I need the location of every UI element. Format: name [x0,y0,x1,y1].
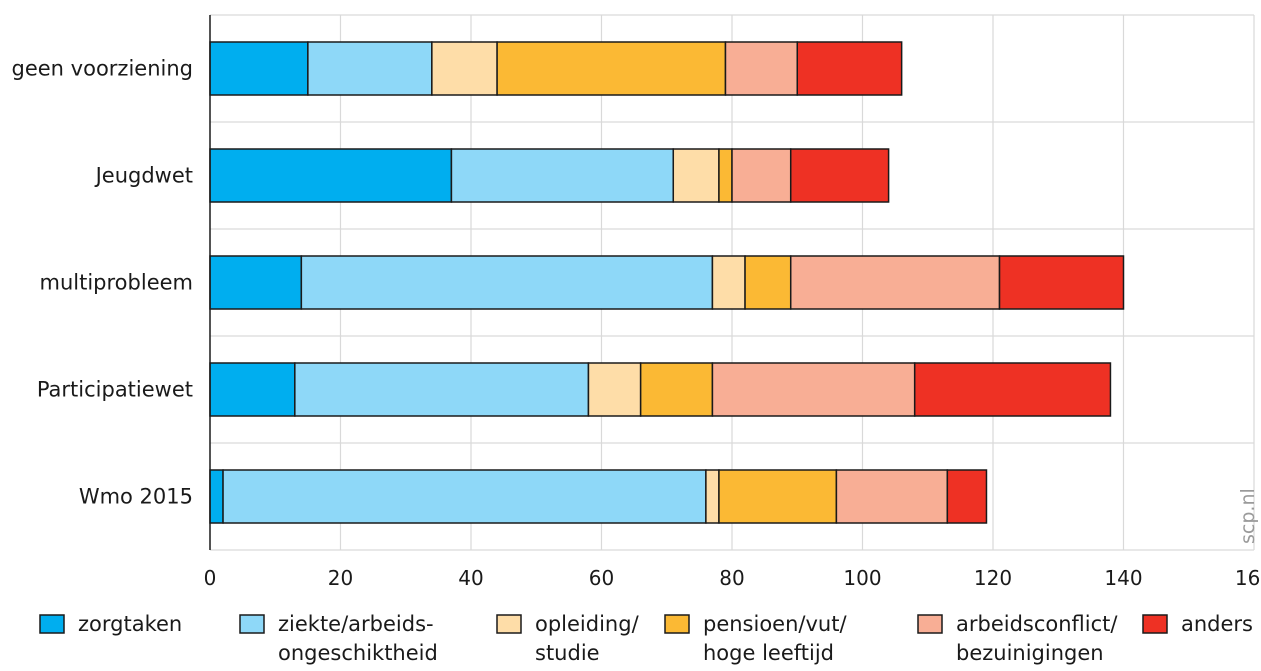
bar-segment [731,148,792,203]
watermark: scp.nl [1237,488,1259,544]
legend-label: pensioen/vut/ [703,612,847,636]
legend-label: zorgtaken [78,612,182,636]
bar-segment [718,148,733,203]
bar-segment [639,362,714,417]
bar-segment [587,362,642,417]
bar-segment [744,255,792,310]
bar-segment [789,148,890,203]
bar-segment [718,469,838,524]
legend-swatch [664,614,690,634]
legend-label: ziekte/arbeids- [278,612,434,636]
bar-segment [209,362,296,417]
x-tick-label: 60 [589,566,614,590]
legend-swatch [917,614,943,634]
x-tick-label: 160 [1235,566,1261,590]
legend-swatch [496,614,522,634]
bar-segment [789,255,1001,310]
bar-segment [209,255,303,310]
legend-label: anders [1181,612,1253,636]
bar-segment [796,41,903,96]
bar-segment [998,255,1125,310]
bar-segment [705,469,720,524]
legend-label: hoge leeftijd [703,641,834,665]
bar-segment [672,148,720,203]
legend-label: ongeschiktheid [278,641,438,665]
legend-swatch [239,614,265,634]
bar-segment [431,41,498,96]
bar-segment [294,362,590,417]
category-labels: geen voorziening Jeugdwet multiprobleem Par… [12,57,193,509]
bar-segment [222,469,707,524]
bar-segment [913,362,1112,417]
x-tick-label: 20 [328,566,353,590]
x-tick-label: 0 [204,566,217,590]
bar-segment [724,41,798,96]
x-tick-label: 40 [458,566,483,590]
x-tick-label: 80 [719,566,744,590]
category-label: Participatiewet [37,378,193,402]
legend-label: bezuinigingen [956,641,1104,665]
x-tick-labels: 0 20 40 60 80 100 120 140 160 [204,566,1261,590]
bar-segment [835,469,949,524]
legend-swatch [39,614,65,634]
category-label: multiprobleem [40,271,193,295]
category-label: Wmo 2015 [79,485,193,509]
bar-segment [209,41,309,96]
category-label: geen voorziening [12,57,193,81]
category-label: Jeugdwet [94,164,193,188]
bar-segment [450,148,675,203]
legend-label: studie [535,641,600,665]
bar-segment [711,255,746,310]
x-tick-label: 100 [843,566,881,590]
bar-segment [711,362,916,417]
bars [209,41,1125,524]
bar-segment [300,255,714,310]
x-tick-label: 120 [974,566,1012,590]
bar-segment [307,41,433,96]
x-tick-label: 140 [1104,566,1142,590]
bar-segment [946,469,988,524]
legend-label: arbeidsconflict/ [956,612,1118,636]
legend-swatch [1142,614,1168,634]
bar-segment [496,41,727,96]
legend-label: opleiding/ [535,612,640,636]
bar-segment [209,148,453,203]
bar-segment [209,469,224,524]
legend: zorgtaken ziekte/arbeids-ongeschiktheid op… [39,612,1253,665]
